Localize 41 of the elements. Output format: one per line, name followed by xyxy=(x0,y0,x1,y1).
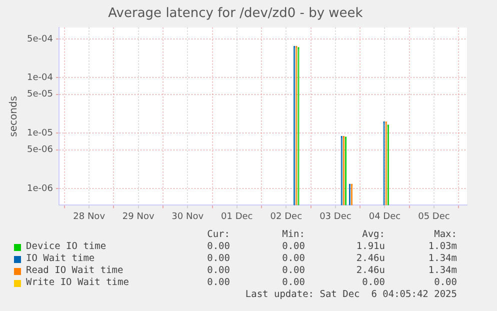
text: 0.00 xyxy=(362,277,385,289)
y-tick-label: 1e-06 xyxy=(26,184,54,194)
y-tick-label: 1e-05 xyxy=(26,128,53,138)
text: 0.00 xyxy=(282,277,305,289)
legend-label: Read IO Wait time xyxy=(26,265,124,277)
y-tick-label: 1e-04 xyxy=(26,73,54,83)
text: Avg: xyxy=(362,229,385,241)
text: 0.00 xyxy=(207,265,230,277)
x-tick-label: 30 Nov xyxy=(172,212,204,222)
text: 0.00 xyxy=(207,241,230,253)
text: 1.34m xyxy=(428,253,457,265)
text: Max: xyxy=(434,229,457,241)
text: Last update: Sat Dec 6 04:05:42 2025 xyxy=(245,289,457,301)
x-tick-label: 29 Nov xyxy=(122,212,155,222)
text: 2.46u xyxy=(356,253,385,265)
chart-title: Average latency for /dev/zd0 - by week xyxy=(108,6,364,22)
x-tick-label: 28 Nov xyxy=(73,212,106,222)
y-tick-label: 5e-06 xyxy=(26,145,54,156)
y-axis-title: seconds xyxy=(8,96,20,137)
text: 0.00 xyxy=(207,253,230,265)
legend-label: IO Wait time xyxy=(26,253,95,265)
y-tick-label: 5e-04 xyxy=(26,34,54,44)
text: 2.46u xyxy=(356,265,385,277)
text: 1.03m xyxy=(428,241,457,253)
x-tick-label: 05 Dec xyxy=(418,212,450,222)
x-tick-label: 02 Dec xyxy=(270,212,302,222)
x-tick-label: 03 Dec xyxy=(320,212,352,222)
text: Min: xyxy=(282,229,305,241)
text: 0.00 xyxy=(282,241,305,253)
text: 0.00 xyxy=(282,253,305,265)
y-tick-label: 5e-05 xyxy=(26,90,53,100)
x-tick-label: 01 Dec xyxy=(221,212,253,222)
text: 0.00 xyxy=(207,277,230,289)
text: 0.00 xyxy=(282,265,305,277)
legend-label: Write IO Wait time xyxy=(26,277,129,289)
text: 1.91u xyxy=(356,241,385,253)
x-tick-label: 04 Dec xyxy=(368,212,401,222)
text: Cur: xyxy=(207,229,230,241)
legend-label: Device IO time xyxy=(26,241,106,253)
text: 0.00 xyxy=(434,277,457,289)
text: 1.34m xyxy=(428,265,457,277)
